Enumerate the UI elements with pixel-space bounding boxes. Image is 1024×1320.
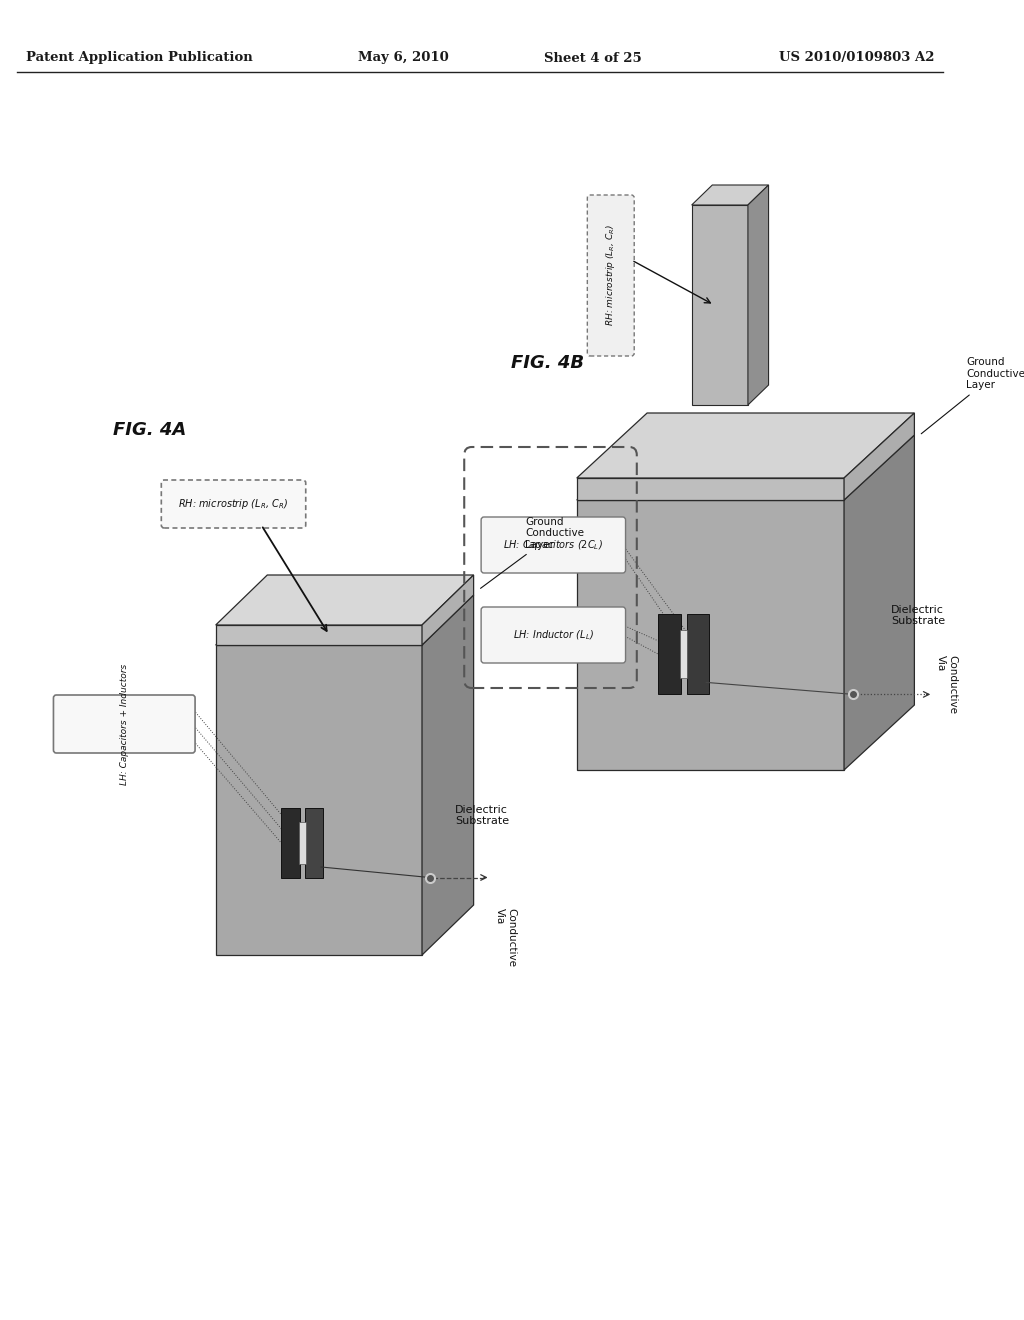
Polygon shape [691, 205, 748, 405]
Polygon shape [680, 631, 687, 678]
Text: May 6, 2010: May 6, 2010 [358, 51, 449, 65]
Polygon shape [282, 808, 300, 878]
Polygon shape [216, 595, 474, 645]
FancyBboxPatch shape [481, 517, 626, 573]
Polygon shape [216, 645, 422, 954]
Polygon shape [299, 821, 306, 863]
Polygon shape [216, 576, 474, 624]
Polygon shape [305, 808, 324, 878]
FancyBboxPatch shape [53, 696, 195, 752]
Polygon shape [577, 413, 914, 478]
Polygon shape [844, 436, 914, 770]
Polygon shape [422, 576, 474, 645]
FancyBboxPatch shape [162, 480, 306, 528]
Polygon shape [691, 185, 769, 205]
Text: Sheet 4 of 25: Sheet 4 of 25 [544, 51, 642, 65]
Polygon shape [748, 185, 769, 405]
Polygon shape [686, 614, 709, 694]
Text: LH: Capacitors + Inductors: LH: Capacitors + Inductors [120, 664, 129, 784]
Text: Patent Application Publication: Patent Application Publication [27, 51, 253, 65]
Polygon shape [422, 595, 474, 954]
Polygon shape [216, 624, 422, 645]
Text: RH: microstrip ($L_R$, $C_R$): RH: microstrip ($L_R$, $C_R$) [178, 498, 289, 511]
Text: FIG. 4B: FIG. 4B [511, 354, 585, 372]
Polygon shape [577, 436, 914, 500]
FancyBboxPatch shape [588, 195, 634, 356]
FancyBboxPatch shape [481, 607, 626, 663]
Text: Ground
Conductive
Layer: Ground Conductive Layer [480, 517, 584, 589]
Text: LH: Inductor ($L_L$): LH: Inductor ($L_L$) [513, 628, 594, 642]
Polygon shape [844, 413, 914, 500]
Text: Conductive
Via: Conductive Via [496, 908, 517, 966]
Text: Dielectric
Substrate: Dielectric Substrate [455, 805, 509, 826]
Polygon shape [577, 500, 844, 770]
Text: Ground
Conductive
Layer: Ground Conductive Layer [922, 358, 1024, 434]
Polygon shape [577, 478, 844, 500]
Text: RH: microstrip ($L_R$, $C_R$): RH: microstrip ($L_R$, $C_R$) [604, 224, 617, 326]
Text: LH: Capacitors ($2C_L$): LH: Capacitors ($2C_L$) [504, 539, 603, 552]
Polygon shape [658, 614, 681, 694]
Text: FIG. 4A: FIG. 4A [113, 421, 185, 440]
Text: Dielectric
Substrate: Dielectric Substrate [891, 605, 945, 626]
Text: Conductive
Via: Conductive Via [936, 655, 957, 714]
Text: US 2010/0109803 A2: US 2010/0109803 A2 [778, 51, 934, 65]
